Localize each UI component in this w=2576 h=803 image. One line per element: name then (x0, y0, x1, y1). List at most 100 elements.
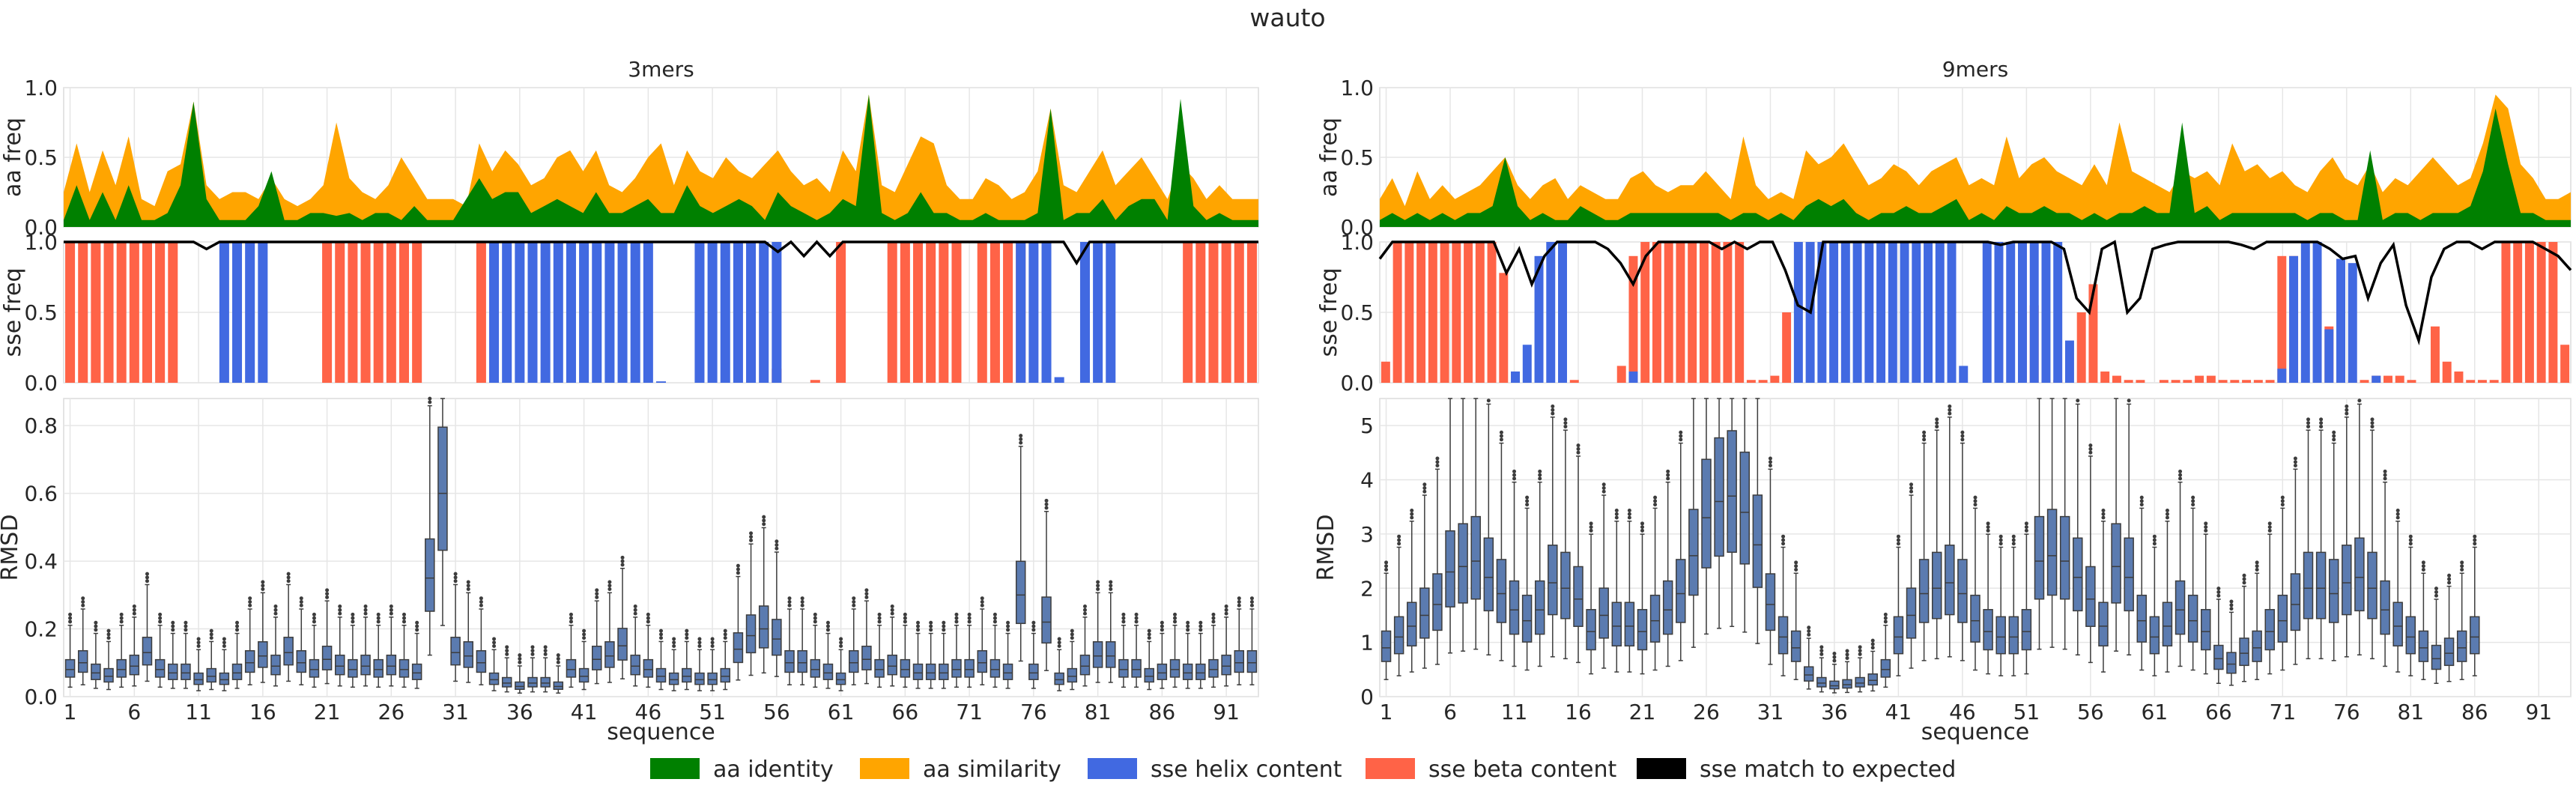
rmsd-outlier (2421, 567, 2425, 572)
rmsd-box-body (1611, 602, 1622, 647)
rmsd-outlier (2088, 446, 2093, 451)
legend-swatch-sse-match-to-expected (1637, 758, 1686, 779)
rmsd-box (231, 620, 243, 689)
rmsd-outlier (582, 632, 587, 637)
rmsd-box (1624, 508, 1635, 673)
rmsd-outlier (401, 612, 406, 616)
sse-helix-bar (1888, 242, 1897, 383)
rmsd-ytick-label: 0.8 (24, 413, 58, 438)
rmsd-box (1867, 638, 1878, 692)
rmsd-box-body (515, 681, 525, 690)
rmsd-box-body (2021, 609, 2032, 651)
rmsd-outlier (2383, 469, 2387, 473)
aa-ytick-label: 0.5 (24, 145, 58, 170)
rmsd-outlier (2473, 538, 2477, 542)
sse-helix-bar (1935, 242, 1945, 383)
rmsd-box-body (2162, 602, 2173, 647)
rmsd-box-body (2124, 537, 2134, 612)
rmsd-outlier (2395, 515, 2400, 520)
rmsd-xtick-label: 81 (2397, 700, 2424, 724)
rmsd-box-body (2405, 616, 2416, 655)
rmsd-ytick-label: 0.4 (24, 549, 58, 574)
rmsd-box (2328, 430, 2339, 661)
rmsd-box (694, 637, 705, 691)
sse-beta-bar (2136, 380, 2145, 383)
rmsd-outlier (184, 624, 188, 628)
rmsd-outlier (672, 637, 676, 641)
sse-helix-bar (1982, 242, 1992, 383)
rmsd-outlier (1044, 502, 1049, 506)
rmsd-box-body (1419, 587, 1430, 639)
rmsd-outlier (890, 611, 894, 616)
sse-helix-bar (540, 242, 551, 383)
rmsd-outlier (1070, 636, 1074, 640)
rmsd-box (1790, 560, 1801, 680)
sse-helix-bar (2348, 263, 2357, 383)
rmsd-box-body (2201, 609, 2211, 651)
rmsd-outlier (2408, 542, 2413, 546)
sse-beta-bar (1688, 242, 1697, 383)
rmsd-xtick-label: 41 (1885, 700, 1912, 724)
rmsd-outlier (312, 619, 316, 624)
rmsd-outlier (325, 588, 330, 593)
rmsd-ytick-label: 0 (1360, 685, 1374, 709)
rmsd-box (784, 596, 795, 685)
rmsd-outlier (1896, 538, 1900, 542)
rmsd-box (1002, 620, 1013, 689)
rmsd-xtick-label: 11 (185, 700, 212, 724)
rmsd-box-body (1701, 458, 1712, 569)
rmsd-outlier (2204, 521, 2208, 526)
rmsd-xtick-label: 6 (1443, 700, 1457, 724)
rmsd-box (1842, 649, 1852, 694)
rmsd-box (874, 612, 885, 688)
rmsd-box-body (501, 676, 512, 688)
rmsd-outlier (1948, 407, 1952, 412)
rmsd-outlier (1870, 646, 1875, 650)
rmsd-outlier (338, 607, 342, 612)
rmsd-outlier (1576, 443, 1581, 448)
sse-beta-bar (990, 242, 1000, 383)
rmsd-outlier (1109, 587, 1113, 592)
rmsd-outlier (839, 640, 843, 645)
rmsd-outlier (505, 649, 509, 653)
rmsd-xtick-label: 6 (127, 700, 141, 724)
rmsd-box-body (1688, 509, 1699, 596)
sse-helix-bar (592, 242, 602, 383)
rmsd-outlier (903, 619, 907, 624)
rmsd-outlier (992, 619, 997, 624)
rmsd-outlier (273, 611, 278, 616)
sse-beta-bar (155, 242, 166, 383)
rmsd-box-body (784, 649, 795, 673)
rmsd-box (1931, 417, 1942, 660)
sse-helix-bar (1016, 242, 1026, 383)
rmsd-outlier (762, 518, 766, 523)
rmsd-box-body (1867, 673, 1878, 686)
sse-beta-bar (2242, 380, 2252, 383)
rmsd-box-body (64, 658, 76, 678)
sse-ytick-label: 0.5 (24, 300, 58, 325)
rmsd-outlier (2255, 560, 2259, 565)
sse-beta-bar (1221, 242, 1231, 383)
rmsd-outlier (2460, 560, 2464, 565)
rmsd-box (1054, 637, 1064, 691)
rmsd-outlier (1237, 596, 1241, 601)
rmsd-box-body (2213, 644, 2224, 670)
rmsd-box (2315, 417, 2327, 660)
sse-beta-bar (1676, 242, 1685, 383)
rmsd-outlier (2011, 538, 2016, 542)
rmsd-outlier (1794, 560, 1798, 565)
rmsd-outlier (2447, 577, 2452, 581)
rmsd-outlier (1211, 619, 1216, 624)
rmsd-xtick-label: 36 (1821, 700, 1848, 724)
rmsd-box-body (682, 667, 692, 683)
rmsd-box (951, 612, 962, 688)
figure-title: wauto (1249, 3, 1325, 32)
rmsd-outlier (672, 640, 676, 645)
rmsd-box (2213, 587, 2224, 685)
sse-beta-bar (1723, 242, 1733, 383)
sse-helix-bar (1793, 242, 1803, 383)
rmsd-outlier (2370, 424, 2375, 428)
rmsd-outlier (1082, 611, 1087, 616)
rmsd-xlabel: sequence (1921, 719, 2030, 745)
sse-helix-bar (1093, 242, 1103, 383)
